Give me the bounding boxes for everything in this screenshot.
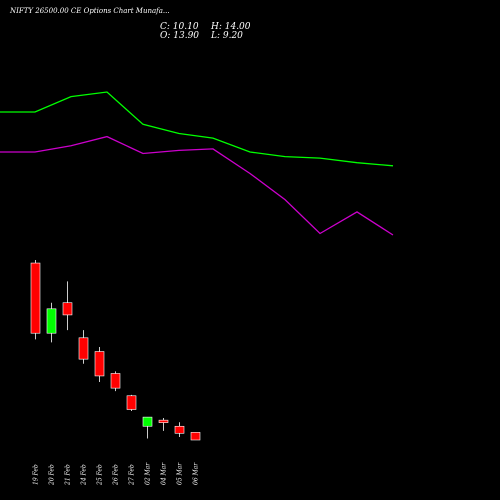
candle-body: [126, 395, 137, 410]
candle-body: [94, 351, 105, 377]
x-tick-label: 26 Feb: [113, 464, 120, 486]
candle-body: [158, 419, 169, 423]
candle-body: [30, 262, 41, 334]
candle-body: [62, 302, 73, 316]
moving-average-line: [0, 91, 394, 167]
candle-body: [142, 416, 153, 427]
x-axis-labels: 19 Feb 20 Feb 21 Feb 24 Feb 25 Feb 26 Feb 27 F…: [33, 462, 200, 486]
high-value: H: 14.00: [211, 22, 251, 32]
close-value: C: 10.10: [160, 22, 199, 32]
x-tick-label: 24 Feb: [81, 464, 88, 486]
x-tick-label: 21 Feb: [65, 464, 72, 486]
candle-body: [190, 432, 201, 441]
candle-body: [174, 425, 185, 434]
x-tick-label: 04 Mar: [161, 462, 168, 485]
candle-body: [110, 373, 121, 389]
x-tick-label: 02 Mar: [145, 462, 152, 485]
x-tick-label: 20 Feb: [49, 464, 56, 486]
candle-body: [46, 308, 57, 334]
candle-layer: [30, 260, 201, 441]
open-value: O: 13.90: [160, 31, 200, 41]
x-tick-label: 19 Feb: [33, 464, 40, 485]
candle-body: [78, 337, 89, 360]
x-tick-label: 06 Mar: [193, 462, 200, 485]
chart-title: NIFTY 26500.00 CE Options Chart Munafa..…: [10, 7, 170, 15]
moving-average-layer: [0, 91, 394, 236]
x-tick-label: 05 Mar: [177, 462, 184, 485]
moving-average-line: [0, 135, 394, 236]
x-tick-label: 25 Feb: [97, 464, 104, 486]
low-value: L: 9.20: [211, 31, 243, 41]
x-tick-label: 27 Feb: [129, 464, 136, 486]
